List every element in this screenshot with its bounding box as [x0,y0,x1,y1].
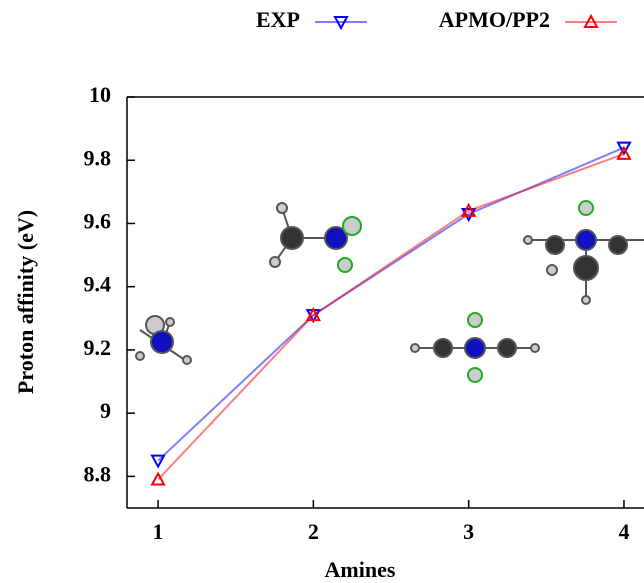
y-tick-label: 9.6 [84,209,112,234]
legend-label: EXP [256,7,300,32]
x-tick-label: 4 [618,519,629,544]
point-marker [152,456,164,467]
y-tick-label: 9 [100,398,111,423]
y-tick-label: 8.8 [84,461,112,486]
y-axis-label: Proton affinity (eV) [13,210,38,394]
chart: Amines Proton affinity (eV) 8.8 9 9.2 9.4 9.… [0,0,644,583]
series-line [158,148,624,461]
axes [127,97,644,508]
x-tick-label: 1 [153,519,164,544]
x-tick-label: 2 [308,519,319,544]
y-tick-label: 9.2 [84,335,112,360]
y-tick-label: 9.4 [84,272,112,297]
series-line [158,154,624,480]
x-tick-label: 3 [463,519,474,544]
y-tick-label: 10 [89,82,111,107]
molecules [136,201,644,382]
x-axis-label: Amines [325,557,396,582]
legend-label: APMO/PP2 [439,7,550,32]
y-tick-label: 9.8 [84,145,112,170]
